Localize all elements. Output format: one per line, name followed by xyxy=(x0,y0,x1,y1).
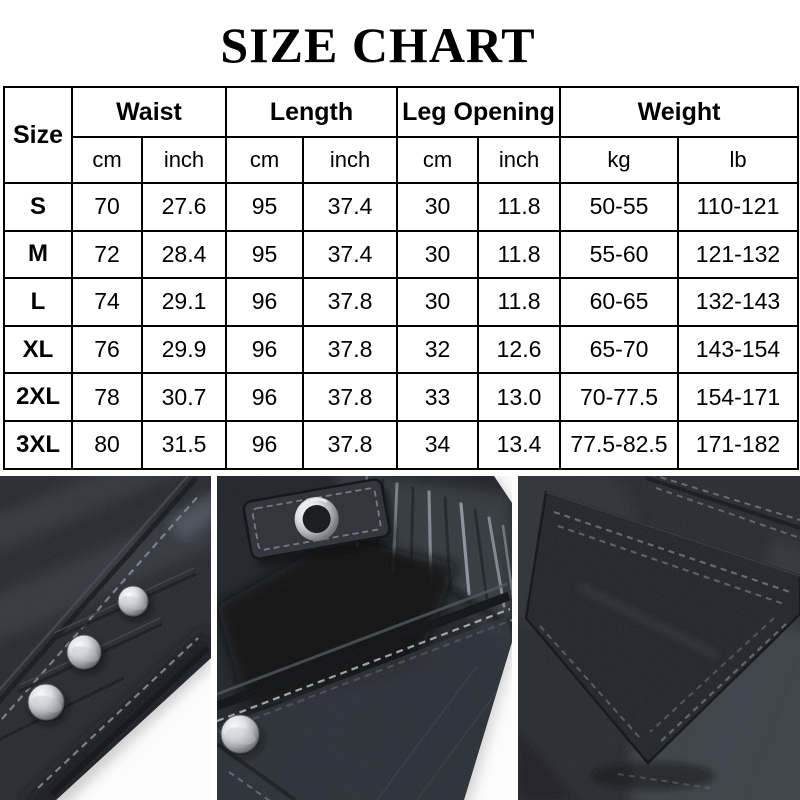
size-label: S xyxy=(3,182,73,232)
denim-elastic-waistband-tab-photo xyxy=(217,476,512,800)
unit-header: cm xyxy=(225,136,304,184)
table-row: 2XL 78 30.7 96 37.8 33 13.0 70-77.5 154-… xyxy=(3,372,800,422)
value-cell: 30 xyxy=(396,277,480,327)
value-cell: 60-65 xyxy=(559,277,680,327)
column-header-length: Length xyxy=(224,86,399,138)
denim-back-pocket-illustration xyxy=(518,476,800,800)
value-cell: 34 xyxy=(396,419,480,470)
unit-header: cm xyxy=(396,136,480,184)
column-header-leg-opening: Leg Opening xyxy=(396,86,562,138)
value-cell: 171-182 xyxy=(677,419,800,470)
value-cell: 96 xyxy=(225,277,304,327)
value-cell: 70-77.5 xyxy=(559,372,680,422)
value-cell: 13.4 xyxy=(477,419,562,470)
value-cell: 95 xyxy=(225,182,304,232)
table-units-row: cm inch cm inch cm inch kg lb xyxy=(4,136,800,184)
size-label: M xyxy=(3,229,73,280)
value-cell: 37.8 xyxy=(301,372,399,422)
column-header-waist: Waist xyxy=(71,86,227,138)
value-cell: 132-143 xyxy=(677,277,800,327)
size-chart-table: Size Waist Length Leg Opening Weight cm … xyxy=(3,86,800,470)
value-cell: 30 xyxy=(396,229,480,280)
value-cell: 13.0 xyxy=(477,372,562,422)
unit-header: inch xyxy=(477,136,562,184)
metal-snap-button xyxy=(27,683,69,725)
product-photo-strip xyxy=(0,476,800,800)
value-cell: 30 xyxy=(396,182,480,232)
value-cell: 110-121 xyxy=(677,182,800,232)
metal-snap-button xyxy=(66,634,106,674)
value-cell: 27.6 xyxy=(141,182,227,232)
denim-back-pocket-photo xyxy=(518,476,800,800)
unit-header: kg xyxy=(559,136,680,184)
value-cell: 143-154 xyxy=(677,324,800,375)
value-cell: 96 xyxy=(225,372,304,422)
table-row: S 70 27.6 95 37.4 30 11.8 50-55 110-121 xyxy=(3,182,800,232)
metal-snap-button xyxy=(117,585,153,621)
value-cell: 80 xyxy=(71,419,143,470)
value-cell: 65-70 xyxy=(559,324,680,375)
unit-header: inch xyxy=(141,136,227,184)
value-cell: 121-132 xyxy=(677,229,800,280)
value-cell: 11.8 xyxy=(477,182,562,232)
value-cell: 77.5-82.5 xyxy=(559,419,680,470)
value-cell: 32 xyxy=(396,324,480,375)
denim-waistband-illustration xyxy=(217,476,512,800)
value-cell: 72 xyxy=(71,229,143,280)
value-cell: 31.5 xyxy=(141,419,227,470)
value-cell: 37.8 xyxy=(301,277,399,327)
value-cell: 95 xyxy=(225,229,304,280)
value-cell: 37.4 xyxy=(301,182,399,232)
column-header-weight: Weight xyxy=(559,86,800,138)
table-row: XL 76 29.9 96 37.8 32 12.6 65-70 143-154 xyxy=(3,324,800,375)
table-group-header-row: Size Waist Length Leg Opening Weight xyxy=(3,86,800,184)
value-cell: 37.4 xyxy=(301,229,399,280)
value-cell: 78 xyxy=(71,372,143,422)
value-cell: 50-55 xyxy=(559,182,680,232)
value-cell: 37.8 xyxy=(301,419,399,470)
value-cell: 12.6 xyxy=(477,324,562,375)
denim-placket-snap-buttons-photo xyxy=(0,476,211,800)
unit-header: cm xyxy=(71,136,143,184)
value-cell: 11.8 xyxy=(477,229,562,280)
value-cell: 74 xyxy=(71,277,143,327)
value-cell: 30.7 xyxy=(141,372,227,422)
size-label: 3XL xyxy=(3,419,73,470)
value-cell: 33 xyxy=(396,372,480,422)
value-cell: 96 xyxy=(225,419,304,470)
value-cell: 154-171 xyxy=(677,372,800,422)
value-cell: 70 xyxy=(71,182,143,232)
value-cell: 76 xyxy=(71,324,143,375)
value-cell: 96 xyxy=(225,324,304,375)
denim-placket-illustration xyxy=(0,476,211,800)
value-cell: 11.8 xyxy=(477,277,562,327)
value-cell: 28.4 xyxy=(141,229,227,280)
page-title: SIZE CHART xyxy=(220,17,536,73)
table-row: M 72 28.4 95 37.4 30 11.8 55-60 121-132 xyxy=(3,229,800,280)
value-cell: 29.9 xyxy=(141,324,227,375)
size-label: L xyxy=(3,277,73,327)
table-row: L 74 29.1 96 37.8 30 11.8 60-65 132-143 xyxy=(3,277,800,327)
unit-header: lb xyxy=(677,136,800,184)
value-cell: 55-60 xyxy=(559,229,680,280)
size-label: XL xyxy=(3,324,73,375)
column-header-size: Size xyxy=(3,86,73,184)
unit-header: inch xyxy=(301,136,399,184)
value-cell: 37.8 xyxy=(301,324,399,375)
table-row: 3XL 80 31.5 96 37.8 34 13.4 77.5-82.5 17… xyxy=(3,419,800,470)
value-cell: 29.1 xyxy=(141,277,227,327)
size-label: 2XL xyxy=(3,372,73,422)
